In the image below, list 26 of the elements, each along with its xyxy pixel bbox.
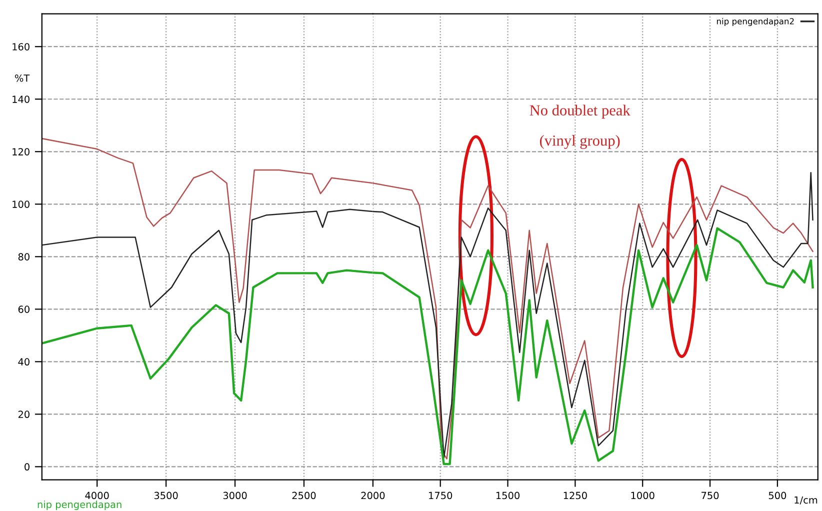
x-tick-label: 1000 [631, 492, 654, 500]
y-tick-label: 20 [18, 410, 30, 418]
y-axis-title: %T [15, 74, 30, 82]
legend-label: nip pengendapan2 [717, 18, 794, 26]
x-tick-label: 3500 [154, 492, 178, 500]
x-tick-label: 750 [702, 492, 719, 500]
y-tick-label: 100 [12, 200, 30, 208]
x-tick-label: 1500 [496, 492, 520, 500]
annotation: No doublet peak [530, 104, 630, 119]
y-tick-label: 80 [18, 253, 30, 260]
x-tick-label: 2000 [361, 492, 385, 500]
y-tick-label: 0 [24, 463, 30, 471]
x-tick-label: 500 [768, 492, 786, 500]
y-tick-label: 120 [12, 148, 30, 156]
y-tick-label: 160 [12, 43, 30, 50]
x-tick-label: 2500 [292, 492, 316, 500]
annotation: (vinyl group) [540, 135, 620, 149]
x-tick-label: 1750 [429, 492, 452, 500]
text: nip pengendapan [38, 500, 122, 510]
x-tick-label: 4000 [85, 492, 109, 500]
y-tick-label: 140 [12, 96, 30, 103]
x-tick-label: 3000 [223, 492, 247, 500]
y-tick-label: 60 [18, 306, 30, 313]
x-tick-label: 1250 [564, 492, 587, 500]
y-tick-label: 40 [18, 358, 30, 366]
x-axis-title: 1/cm [794, 496, 818, 504]
